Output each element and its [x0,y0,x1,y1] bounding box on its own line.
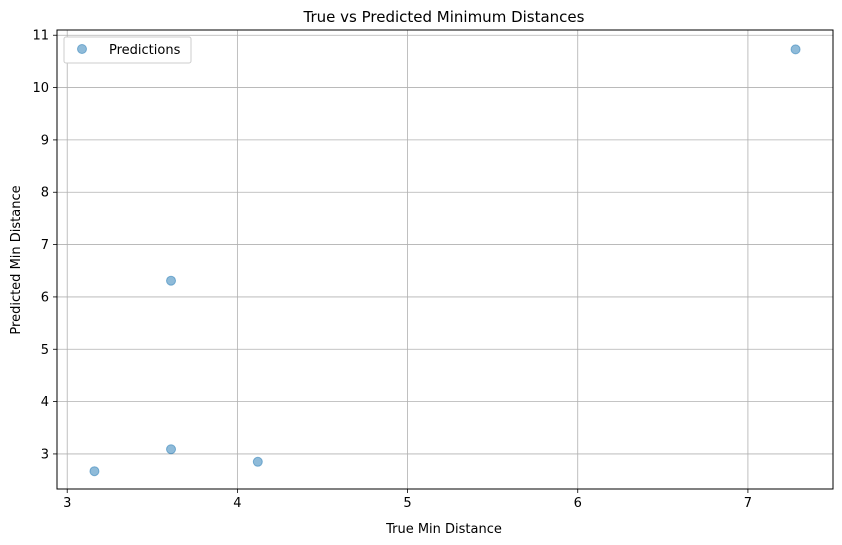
y-tick-label: 11 [32,29,49,44]
y-tick-label: 6 [41,290,49,305]
y-tick-label: 10 [32,81,49,96]
y-tick-label: 5 [41,343,49,358]
grid [57,30,833,489]
y-tick-label: 3 [41,447,49,462]
data-points [89,44,801,477]
data-point [89,466,100,477]
chart-title: True vs Predicted Minimum Distances [303,8,585,26]
legend: Predictions [63,36,192,64]
data-point [252,456,263,467]
plot-frame [56,29,834,490]
legend-box [63,36,192,64]
legend-label: Predictions [109,43,181,58]
y-tick-label: 9 [41,133,49,148]
x-tick-label: 4 [233,496,241,511]
data-point [166,275,177,286]
y-axis-ticks: 3 4 5 6 7 8 9 10 11 [32,29,57,462]
y-tick-label: 8 [41,186,49,201]
x-tick-label: 3 [63,496,71,511]
y-tick-label: 4 [41,395,49,410]
data-point [166,444,177,455]
x-axis-title: True Min Distance [385,522,502,537]
y-axis-title: Predicted Min Distance [9,185,24,334]
x-tick-label: 6 [574,496,582,511]
x-axis-ticks: 3 4 5 6 7 [63,489,752,511]
y-tick-label: 7 [41,238,49,253]
x-tick-label: 7 [744,496,752,511]
legend-marker [77,44,87,54]
data-point [790,44,801,55]
x-tick-label: 5 [403,496,411,511]
